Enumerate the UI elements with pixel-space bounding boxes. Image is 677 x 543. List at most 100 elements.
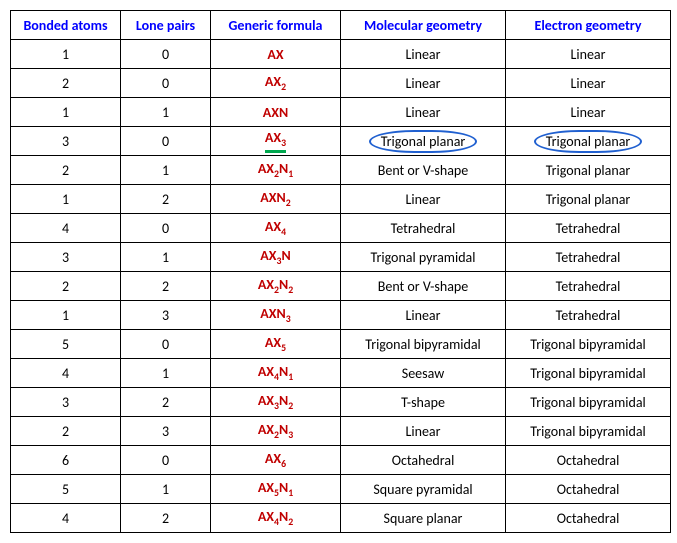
cell-elecgeo: Tetrahedral [506,301,671,330]
cell-formula: AX3N2 [211,388,341,417]
cell-elecgeo: Linear [506,40,671,69]
cell-elecgeo: Trigonal bipyramidal [506,330,671,359]
cell-bonded: 1 [11,40,121,69]
cell-bonded: 1 [11,301,121,330]
cell-lone: 1 [121,156,211,185]
table-row: 21AX2N1Bent or V-shapeTrigonal planar [11,156,671,185]
header-formula: Generic formula [211,11,341,40]
cell-lone: 0 [121,69,211,98]
header-row: Bonded atoms Lone pairs Generic formula … [11,11,671,40]
table-row: 11AXNLinearLinear [11,98,671,127]
cell-lone: 3 [121,417,211,446]
table-row: 12AXN2LinearTrigonal planar [11,185,671,214]
cell-lone: 1 [121,243,211,272]
cell-lone: 0 [121,127,211,156]
cell-molgeo: Bent or V-shape [341,156,506,185]
table-row: 23AX2N3LinearTrigonal bipyramidal [11,417,671,446]
cell-elecgeo: Trigonal planar [506,185,671,214]
cell-formula: AX2N2 [211,272,341,301]
cell-bonded: 5 [11,475,121,504]
cell-elecgeo: Trigonal planar [506,127,671,156]
cell-elecgeo: Tetrahedral [506,243,671,272]
cell-bonded: 2 [11,417,121,446]
table-row: 30AX3Trigonal planarTrigonal planar [11,127,671,156]
cell-bonded: 3 [11,127,121,156]
cell-formula: AX [211,40,341,69]
cell-molgeo: Trigonal planar [341,127,506,156]
table-row: 42AX4N2Square planarOctahedral [11,504,671,533]
table-row: 22AX2N2Bent or V-shapeTetrahedral [11,272,671,301]
cell-formula: AX4N2 [211,504,341,533]
cell-formula: AXN2 [211,185,341,214]
cell-formula: AX2N3 [211,417,341,446]
header-lone: Lone pairs [121,11,211,40]
cell-bonded: 1 [11,185,121,214]
cell-bonded: 4 [11,214,121,243]
cell-elecgeo: Trigonal planar [506,156,671,185]
cell-bonded: 2 [11,156,121,185]
cell-formula: AX3N [211,243,341,272]
cell-lone: 2 [121,504,211,533]
cell-bonded: 6 [11,446,121,475]
table-row: 10AXLinearLinear [11,40,671,69]
cell-bonded: 1 [11,98,121,127]
table-row: 31AX3NTrigonal pyramidalTetrahedral [11,243,671,272]
cell-lone: 0 [121,330,211,359]
table-row: 20AX2LinearLinear [11,69,671,98]
cell-bonded: 5 [11,330,121,359]
header-molgeo: Molecular geometry [341,11,506,40]
cell-molgeo: Tetrahedral [341,214,506,243]
cell-lone: 2 [121,388,211,417]
cell-molgeo: Linear [341,40,506,69]
cell-formula: AXN [211,98,341,127]
cell-lone: 1 [121,359,211,388]
cell-formula: AX6 [211,446,341,475]
cell-bonded: 3 [11,243,121,272]
cell-elecgeo: Linear [506,69,671,98]
cell-formula: AX2N1 [211,156,341,185]
table-row: 13AXN3LinearTetrahedral [11,301,671,330]
cell-bonded: 3 [11,388,121,417]
cell-lone: 1 [121,98,211,127]
cell-formula: AX5N1 [211,475,341,504]
cell-formula: AX4N1 [211,359,341,388]
cell-elecgeo: Octahedral [506,504,671,533]
table-row: 40AX4TetrahedralTetrahedral [11,214,671,243]
vsepr-table: Bonded atoms Lone pairs Generic formula … [10,10,671,533]
cell-elecgeo: Octahedral [506,446,671,475]
cell-molgeo: T-shape [341,388,506,417]
cell-formula: AX5 [211,330,341,359]
cell-elecgeo: Tetrahedral [506,272,671,301]
cell-molgeo: Linear [341,98,506,127]
cell-molgeo: Seesaw [341,359,506,388]
cell-formula: AX3 [211,127,341,156]
cell-elecgeo: Tetrahedral [506,214,671,243]
cell-elecgeo: Octahedral [506,475,671,504]
table-row: 32AX3N2T-shapeTrigonal bipyramidal [11,388,671,417]
cell-molgeo: Trigonal pyramidal [341,243,506,272]
cell-lone: 2 [121,185,211,214]
header-elecgeo: Electron geometry [506,11,671,40]
table-row: 50AX5Trigonal bipyramidalTrigonal bipyra… [11,330,671,359]
cell-molgeo: Bent or V-shape [341,272,506,301]
cell-lone: 3 [121,301,211,330]
cell-elecgeo: Trigonal bipyramidal [506,388,671,417]
cell-formula: AX2 [211,69,341,98]
cell-bonded: 2 [11,272,121,301]
cell-molgeo: Linear [341,417,506,446]
cell-formula: AXN3 [211,301,341,330]
cell-bonded: 4 [11,504,121,533]
cell-lone: 0 [121,446,211,475]
table-row: 60AX6OctahedralOctahedral [11,446,671,475]
cell-molgeo: Square planar [341,504,506,533]
cell-lone: 2 [121,272,211,301]
cell-elecgeo: Trigonal bipyramidal [506,417,671,446]
cell-molgeo: Linear [341,185,506,214]
table-row: 51AX5N1Square pyramidalOctahedral [11,475,671,504]
cell-molgeo: Trigonal bipyramidal [341,330,506,359]
cell-molgeo: Square pyramidal [341,475,506,504]
cell-molgeo: Linear [341,69,506,98]
table-body: 10AXLinearLinear20AX2LinearLinear11AXNLi… [11,40,671,533]
cell-molgeo: Octahedral [341,446,506,475]
cell-elecgeo: Trigonal bipyramidal [506,359,671,388]
